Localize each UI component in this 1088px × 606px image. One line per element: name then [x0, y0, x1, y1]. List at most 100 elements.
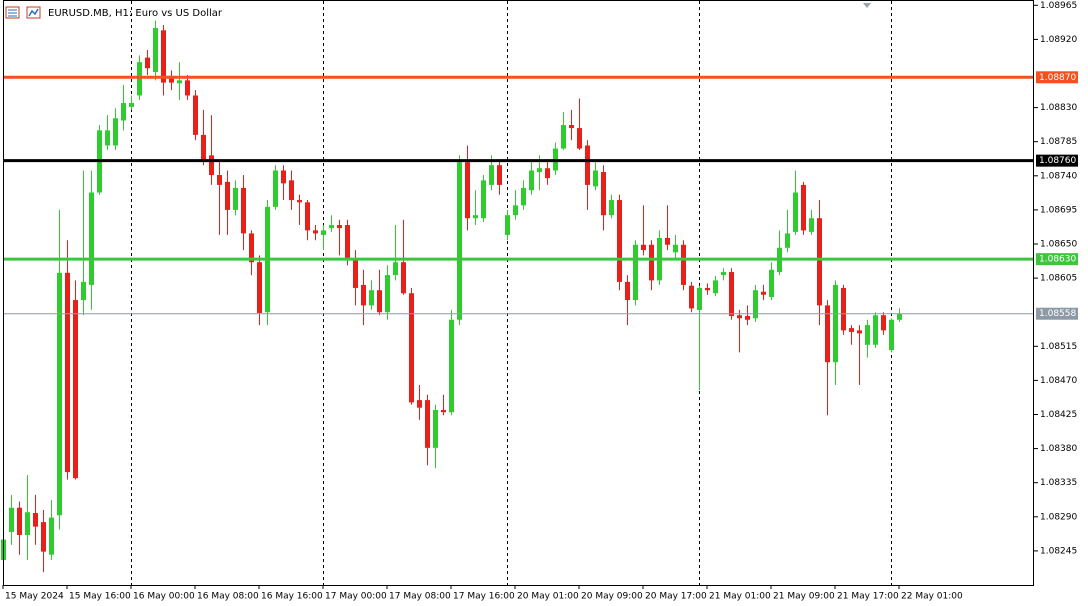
candle-body	[401, 262, 406, 294]
candle-body	[409, 293, 414, 403]
candle-body	[441, 409, 446, 413]
price-level-box	[1036, 307, 1078, 320]
candle-body	[793, 192, 798, 232]
candle-body	[505, 215, 510, 235]
y-tick-label: 1.08965	[1040, 1, 1077, 11]
candle-body	[625, 281, 630, 301]
x-tick-label: 20 May 09:00	[581, 592, 643, 602]
y-tick-label: 1.08830	[1040, 103, 1077, 113]
x-tick-label: 17 May 08:00	[389, 592, 451, 602]
candle-body	[881, 315, 886, 331]
candle-body	[665, 237, 670, 245]
candle-body	[833, 284, 838, 363]
x-tick-label: 16 May 00:00	[133, 592, 195, 602]
y-tick-label: 1.08425	[1040, 410, 1077, 420]
candle-body	[361, 284, 366, 306]
candle-body	[569, 125, 574, 129]
candle-body	[49, 517, 54, 555]
x-tick-label: 15 May 16:00	[69, 592, 131, 602]
candle-body	[865, 325, 870, 345]
y-tick-label: 1.08335	[1040, 478, 1077, 488]
candle-body	[25, 512, 30, 535]
candle-body	[753, 290, 758, 319]
candle-body	[225, 181, 230, 210]
candle-body	[465, 162, 470, 219]
candle-body	[369, 290, 374, 306]
candle-body	[745, 315, 750, 320]
x-tick-label: 16 May 16:00	[261, 592, 323, 602]
candle-body	[705, 287, 710, 291]
candle-body	[33, 513, 38, 527]
price-level-box	[1036, 71, 1078, 84]
candle-body	[649, 244, 654, 281]
x-tick-label: 17 May 16:00	[453, 592, 515, 602]
candle-body	[145, 57, 150, 69]
candle-body	[457, 162, 462, 320]
candle-body	[633, 244, 638, 301]
price-level-label: 1.08870	[1039, 73, 1076, 83]
candle-body	[313, 230, 318, 234]
candle-body	[321, 230, 326, 235]
candle-body	[201, 134, 206, 160]
candle-body	[121, 103, 126, 121]
candle-body	[329, 225, 334, 229]
price-level-label: 1.08760	[1039, 156, 1076, 166]
price-level-label: 1.08630	[1039, 255, 1076, 265]
candle-body	[193, 95, 198, 135]
candle-body	[785, 233, 790, 248]
chart-title: EURUSD.MB, H1: Euro vs US Dollar	[48, 8, 223, 19]
candle-body	[697, 287, 702, 310]
plot-frame	[3, 0, 1034, 586]
candle-body	[513, 205, 518, 216]
candle-body	[529, 170, 534, 191]
candle-body	[681, 244, 686, 285]
candle-body	[537, 168, 542, 173]
candle-body	[593, 170, 598, 187]
candle-body	[673, 244, 678, 253]
y-tick-label: 1.08740	[1040, 171, 1077, 181]
candle-body	[713, 280, 718, 294]
candle-body	[297, 200, 302, 203]
price-level-box	[1036, 154, 1078, 167]
y-tick-label: 1.08605	[1040, 274, 1077, 284]
x-tick-label: 15 May 2024	[5, 592, 64, 602]
candle-body	[609, 200, 614, 216]
plot-layer	[1, 1, 1034, 585]
y-tick-label: 1.08515	[1040, 342, 1077, 352]
candle-body	[185, 80, 190, 96]
candle-body	[545, 168, 550, 179]
candle-body	[17, 507, 22, 535]
candle-body	[641, 244, 646, 251]
candle-body	[241, 187, 246, 234]
candle-body	[153, 28, 158, 72]
candle-body	[849, 328, 854, 332]
candle-body	[41, 522, 46, 552]
candle-body	[729, 272, 734, 316]
candle-body	[353, 258, 358, 288]
y-tick-label: 1.08920	[1040, 35, 1077, 45]
candle-body	[377, 290, 382, 313]
candle-body	[417, 400, 422, 408]
x-tick-label: 20 May 01:00	[517, 592, 579, 602]
candle-body	[233, 187, 238, 210]
candle-body	[617, 200, 622, 282]
candle-body	[105, 130, 110, 146]
candle-body	[601, 172, 606, 216]
candle-body	[89, 192, 94, 285]
candle-body	[169, 78, 174, 83]
candle-body	[889, 319, 894, 351]
candle-body	[81, 281, 86, 301]
candle-body	[769, 269, 774, 298]
price-level-label: 1.08558	[1039, 309, 1076, 319]
candle-body	[481, 180, 486, 219]
candle-body	[449, 319, 454, 413]
candle-body	[497, 165, 502, 185]
candle-body	[841, 287, 846, 331]
x-tick-label: 20 May 17:00	[645, 592, 707, 602]
candle-body	[393, 262, 398, 276]
candle-body	[129, 103, 134, 107]
candle-body	[209, 155, 214, 176]
candle-body	[73, 300, 78, 479]
candle-body	[281, 170, 286, 184]
